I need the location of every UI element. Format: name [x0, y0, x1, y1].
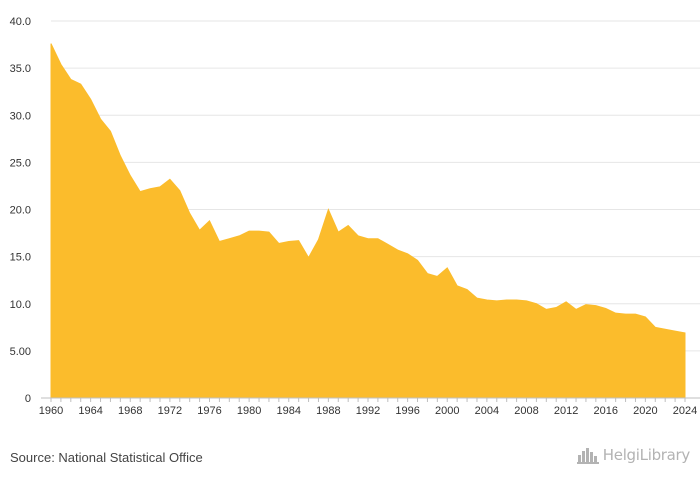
chart-footer: Source: National Statistical Office Helg… — [0, 440, 700, 483]
x-tick-label: 2004 — [475, 405, 499, 417]
y-tick-label: 10.0 — [10, 299, 31, 311]
x-tick-label: 1992 — [356, 405, 380, 417]
x-tick-label: 2024 — [673, 405, 697, 417]
y-tick-label: 15.0 — [10, 252, 31, 264]
x-tick-label: 2016 — [594, 405, 618, 417]
x-tick-label: 1976 — [197, 405, 221, 417]
y-tick-label: 30.0 — [10, 110, 31, 122]
brand-name: HelgiLibrary — [602, 446, 691, 464]
y-tick-label: 5.00 — [10, 346, 31, 358]
x-tick-label: 1960 — [39, 405, 63, 417]
x-tick-label: 2012 — [554, 405, 578, 417]
y-axis-ticks: 0 5.00 10.0 15.0 20.0 25.0 30.0 35.0 40.0 — [10, 16, 31, 405]
x-tick-label: 1996 — [395, 405, 419, 417]
y-tick-label: 20.0 — [10, 205, 31, 217]
brand-logo: HelgiLibrary — [576, 446, 691, 464]
city-skyline-icon — [576, 448, 599, 464]
x-tick-label: 2008 — [514, 405, 538, 417]
x-tick-label: 1968 — [118, 405, 142, 417]
area-series — [50, 43, 686, 399]
x-tick-label: 2020 — [633, 405, 657, 417]
x-tick-label: 2000 — [435, 405, 459, 417]
y-tick-label: 35.0 — [10, 63, 31, 75]
x-tick-label: 1972 — [158, 405, 182, 417]
y-tick-label: 40.0 — [10, 16, 31, 28]
source-note: Source: National Statistical Office — [10, 450, 203, 465]
x-axis-ticks: 1960 1964 1968 1972 1976 1980 1984 1988 1992 1996… — [39, 398, 697, 417]
y-tick-label: 25.0 — [10, 157, 31, 169]
x-tick-label: 1988 — [316, 405, 340, 417]
y-tick-label: 0 — [25, 393, 31, 405]
x-tick-label: 1964 — [78, 405, 102, 417]
x-tick-label: 1980 — [237, 405, 261, 417]
x-tick-label: 1984 — [277, 405, 301, 417]
